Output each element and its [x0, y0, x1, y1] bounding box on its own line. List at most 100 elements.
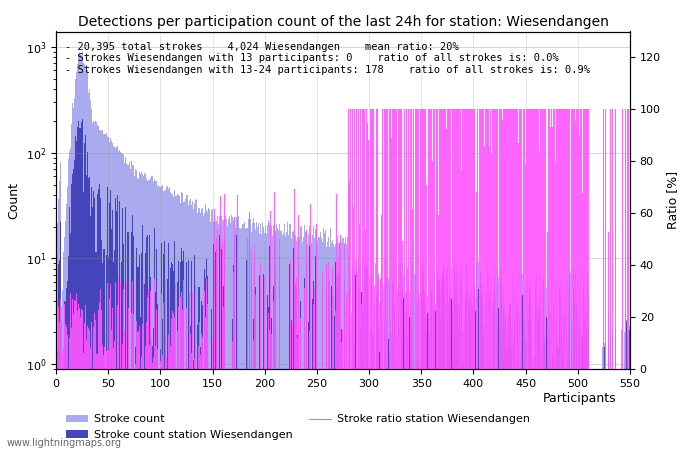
- Bar: [315, 256, 316, 450]
- Bar: [504, 302, 505, 450]
- Bar: [225, 219, 227, 450]
- Bar: [501, 269, 502, 450]
- Bar: [181, 192, 182, 450]
- Bar: [274, 236, 276, 450]
- Bar: [451, 267, 452, 450]
- Bar: [83, 63, 84, 450]
- Bar: [336, 243, 337, 450]
- Bar: [430, 276, 431, 450]
- Bar: [240, 229, 241, 450]
- Bar: [360, 327, 361, 450]
- Bar: [356, 263, 357, 450]
- Bar: [123, 243, 125, 450]
- Bar: [135, 169, 136, 450]
- Bar: [563, 318, 564, 450]
- Bar: [159, 187, 160, 450]
- Bar: [82, 119, 83, 450]
- Bar: [376, 291, 377, 450]
- Bar: [181, 248, 182, 450]
- Bar: [461, 279, 463, 450]
- Bar: [588, 294, 589, 450]
- Bar: [200, 301, 202, 450]
- Bar: [94, 198, 95, 450]
- Bar: [377, 279, 378, 450]
- Bar: [442, 262, 444, 450]
- Bar: [326, 247, 327, 450]
- Bar: [92, 123, 93, 450]
- Bar: [519, 314, 520, 450]
- Bar: [546, 317, 547, 450]
- Bar: [487, 275, 489, 450]
- Bar: [584, 301, 586, 450]
- Bar: [402, 262, 403, 450]
- Bar: [251, 268, 252, 450]
- Bar: [309, 247, 310, 450]
- Bar: [570, 273, 571, 450]
- Bar: [229, 216, 230, 450]
- Bar: [402, 289, 403, 450]
- Bar: [557, 350, 559, 450]
- Bar: [136, 248, 137, 450]
- Bar: [424, 294, 425, 450]
- Bar: [468, 299, 469, 450]
- Bar: [263, 227, 264, 450]
- Bar: [580, 275, 582, 450]
- Bar: [428, 319, 429, 450]
- Bar: [91, 109, 92, 450]
- Bar: [97, 194, 98, 450]
- Bar: [120, 153, 121, 450]
- Bar: [97, 125, 98, 450]
- Bar: [108, 202, 110, 450]
- Bar: [78, 54, 80, 450]
- Bar: [223, 238, 225, 450]
- Bar: [310, 237, 312, 450]
- Bar: [627, 331, 629, 450]
- Bar: [540, 274, 541, 450]
- Bar: [358, 260, 359, 450]
- Bar: [297, 237, 298, 450]
- Bar: [379, 303, 380, 450]
- Bar: [280, 230, 281, 450]
- Bar: [486, 261, 487, 450]
- Bar: [306, 260, 307, 450]
- Bar: [352, 267, 353, 450]
- Bar: [151, 346, 153, 450]
- Bar: [115, 198, 116, 450]
- Bar: [302, 242, 303, 450]
- Bar: [459, 302, 461, 450]
- Bar: [199, 347, 200, 450]
- Bar: [267, 295, 268, 450]
- Bar: [380, 278, 381, 450]
- Bar: [235, 228, 236, 450]
- Bar: [111, 229, 112, 450]
- Bar: [423, 270, 424, 450]
- Bar: [331, 286, 332, 450]
- Bar: [408, 269, 409, 450]
- Bar: [395, 337, 397, 450]
- Bar: [98, 126, 99, 450]
- Legend: Stroke count, Stroke count station Wiesendangen, Stroke ratio station Wiesendang: Stroke count, Stroke count station Wiese…: [62, 410, 534, 445]
- Bar: [426, 330, 427, 450]
- Bar: [164, 191, 165, 450]
- Bar: [129, 162, 130, 450]
- Bar: [110, 138, 111, 450]
- Bar: [131, 232, 132, 450]
- Bar: [578, 322, 580, 450]
- Bar: [435, 311, 436, 450]
- Bar: [467, 283, 468, 450]
- Bar: [325, 230, 326, 450]
- Bar: [431, 291, 432, 450]
- Bar: [125, 207, 127, 450]
- Bar: [447, 274, 448, 450]
- Bar: [503, 310, 504, 450]
- Bar: [517, 310, 518, 450]
- Bar: [348, 252, 349, 450]
- Bar: [323, 234, 325, 450]
- Bar: [393, 306, 395, 450]
- Bar: [157, 186, 158, 450]
- Bar: [65, 302, 66, 450]
- Bar: [317, 241, 318, 450]
- Bar: [84, 64, 85, 450]
- Bar: [239, 228, 240, 450]
- Bar: [393, 306, 395, 450]
